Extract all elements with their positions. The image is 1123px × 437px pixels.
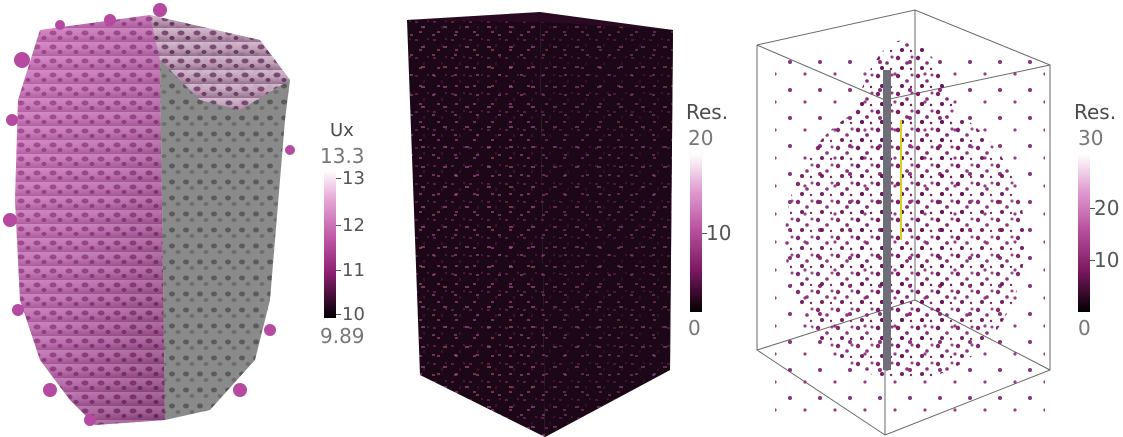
colorbar-title: Res.	[686, 100, 729, 124]
colorbar-tick: 10	[1094, 248, 1120, 272]
colorbar-residual-2: Res. 30 20 10 0	[1074, 100, 1123, 340]
colorbar-tick: 10	[706, 221, 732, 245]
colorbar-min-label: 0	[1078, 316, 1091, 340]
central-trabecular-structure	[883, 70, 891, 370]
colorbar-tick: 20	[1094, 196, 1120, 220]
ux-bone-rendering	[0, 0, 300, 437]
colorbar-tick: 10	[342, 304, 365, 325]
bone-volume-render	[3, 3, 295, 426]
colorbar-max-label: 30	[1078, 126, 1104, 150]
colorbar-tick: 13	[342, 168, 365, 189]
colorbar-gradient	[690, 154, 702, 312]
bone-cut-face	[150, 15, 290, 420]
colorbar-title: Res.	[1074, 100, 1117, 124]
colorbar-max-label: 20	[688, 126, 714, 150]
colorbar-ux: Ux 13.3 13 12 11 10 9.89	[320, 120, 390, 350]
residual-scatter-render	[756, 9, 1051, 436]
residual-particle-cloud	[775, 40, 1045, 420]
colorbar-title: Ux	[330, 120, 354, 141]
colorbar-gradient	[1078, 154, 1090, 312]
colorbar-min-label: 0	[688, 316, 701, 340]
colorbar-max-label: 13.3	[320, 144, 365, 168]
residual-scatter-rendering	[755, 0, 1065, 437]
colorbar-min-label: 9.89	[320, 324, 365, 348]
colorbar-residual-1: Res. 20 10 0	[686, 100, 746, 340]
residual-volume-rendering	[395, 0, 675, 437]
colorbar-tick: 12	[342, 215, 365, 236]
colorbar-tick: 11	[342, 260, 365, 281]
colorbar-gradient	[324, 170, 336, 318]
residual-box-render	[407, 12, 673, 437]
